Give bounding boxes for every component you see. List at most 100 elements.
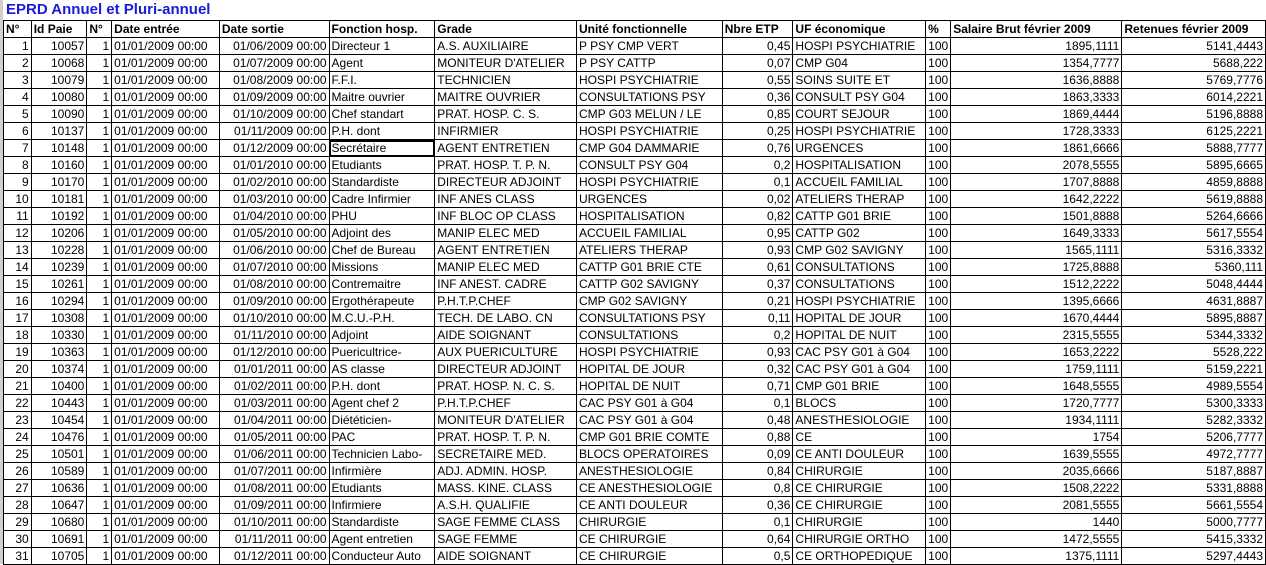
cell-n[interactable]: 1 (86, 71, 113, 89)
cell-date-sortie[interactable]: 01/09/2009 00:00 (218, 88, 330, 106)
cell-nbre-etp[interactable]: 0,07 (721, 54, 794, 72)
cell-percent[interactable]: 100 (925, 445, 952, 463)
cell-date-entree[interactable]: 01/01/2009 00:00 (111, 258, 220, 276)
cell-unite-fonctionnelle[interactable]: CAC PSY G01 à G04 (575, 394, 723, 412)
cell-unite-fonctionnelle[interactable]: HOSPI PSYCHIATRIE (575, 343, 723, 361)
cell-unite-fonctionnelle[interactable]: ANESTHESIOLOGIE (575, 462, 723, 480)
cell-num[interactable]: 14 (3, 258, 32, 276)
cell-date-entree[interactable]: 01/01/2009 00:00 (111, 71, 220, 89)
cell-date-sortie[interactable]: 01/06/2010 00:00 (218, 241, 330, 259)
cell-unite-fonctionnelle[interactable]: HOPITAL DE NUIT (575, 377, 723, 395)
cell-retenues[interactable]: 5141,4443 (1121, 37, 1266, 55)
cell-retenues[interactable]: 5316,3332 (1121, 241, 1266, 259)
cell-unite-fonctionnelle[interactable]: HOSPI PSYCHIATRIE (575, 122, 723, 140)
cell-n[interactable]: 1 (86, 428, 113, 446)
cell-grade[interactable]: MONITEUR D'ATELIER (434, 54, 577, 72)
cell-fonction-hosp[interactable]: Contremaitre (328, 275, 436, 293)
cell-nbre-etp[interactable]: 0,37 (721, 275, 794, 293)
cell-nbre-etp[interactable]: 0,95 (721, 224, 794, 242)
cell-fonction-hosp[interactable]: Technicien Labo- (328, 445, 436, 463)
cell-uf-economique[interactable]: CONSULT PSY G04 (792, 88, 927, 106)
cell-salaire-brut[interactable]: 1720,7777 (950, 394, 1123, 412)
cell-num[interactable]: 3 (3, 71, 32, 89)
cell-num[interactable]: 23 (3, 411, 32, 429)
cell-uf-economique[interactable]: HOPITAL DE NUIT (792, 326, 927, 344)
cell-date-entree[interactable]: 01/01/2009 00:00 (111, 156, 220, 174)
cell-nbre-etp[interactable]: 0,25 (721, 122, 794, 140)
cell-date-entree[interactable]: 01/01/2009 00:00 (111, 445, 220, 463)
cell-date-entree[interactable]: 01/01/2009 00:00 (111, 309, 220, 327)
cell-fonction-hosp[interactable]: Standardiste (328, 513, 436, 531)
cell-date-sortie[interactable]: 01/07/2011 00:00 (218, 462, 330, 480)
cell-date-entree[interactable]: 01/01/2009 00:00 (111, 105, 220, 123)
cell-retenues[interactable]: 4989,5554 (1121, 377, 1266, 395)
cell-num[interactable]: 24 (3, 428, 32, 446)
column-header-n[interactable]: N° (86, 20, 113, 38)
cell-id-paie[interactable]: 10330 (30, 326, 88, 344)
cell-retenues[interactable]: 5000,7777 (1121, 513, 1266, 531)
cell-retenues[interactable]: 5688,222 (1121, 54, 1266, 72)
cell-fonction-hosp[interactable]: Chef standart (328, 105, 436, 123)
cell-num[interactable]: 22 (3, 394, 32, 412)
cell-num[interactable]: 27 (3, 479, 32, 497)
cell-nbre-etp[interactable]: 0,85 (721, 105, 794, 123)
cell-num[interactable]: 31 (3, 547, 32, 565)
cell-uf-economique[interactable]: CONSULTATIONS (792, 275, 927, 293)
cell-uf-economique[interactable]: SOINS SUITE ET (792, 71, 927, 89)
cell-date-entree[interactable]: 01/01/2009 00:00 (111, 547, 220, 565)
cell-id-paie[interactable]: 10476 (30, 428, 88, 446)
cell-salaire-brut[interactable]: 1934,1111 (950, 411, 1123, 429)
cell-date-sortie[interactable]: 01/01/2011 00:00 (218, 360, 330, 378)
cell-unite-fonctionnelle[interactable]: CE ANESTHESIOLOGIE (575, 479, 723, 497)
cell-id-paie[interactable]: 10170 (30, 173, 88, 191)
cell-fonction-hosp[interactable]: Agent entretien (328, 530, 436, 548)
cell-n[interactable]: 1 (86, 190, 113, 208)
cell-salaire-brut[interactable]: 1649,3333 (950, 224, 1123, 242)
cell-fonction-hosp[interactable]: PHU (328, 207, 436, 225)
cell-fonction-hosp[interactable]: F.F.I. (328, 71, 436, 89)
cell-percent[interactable]: 100 (925, 156, 952, 174)
cell-date-entree[interactable]: 01/01/2009 00:00 (111, 394, 220, 412)
cell-nbre-etp[interactable]: 0,82 (721, 207, 794, 225)
cell-date-sortie[interactable]: 01/02/2011 00:00 (218, 377, 330, 395)
cell-date-entree[interactable]: 01/01/2009 00:00 (111, 37, 220, 55)
cell-date-entree[interactable]: 01/01/2009 00:00 (111, 54, 220, 72)
cell-uf-economique[interactable]: CATTP G01 BRIE (792, 207, 927, 225)
column-header-nbre-etp[interactable]: Nbre ETP (721, 20, 794, 38)
cell-uf-economique[interactable]: CONSULTATIONS (792, 258, 927, 276)
cell-id-paie[interactable]: 10374 (30, 360, 88, 378)
cell-id-paie[interactable]: 10294 (30, 292, 88, 310)
cell-num[interactable]: 10 (3, 190, 32, 208)
cell-n[interactable]: 1 (86, 513, 113, 531)
cell-grade[interactable]: AIDE SOIGNANT (434, 547, 577, 565)
cell-date-entree[interactable]: 01/01/2009 00:00 (111, 275, 220, 293)
cell-uf-economique[interactable]: CE CHIRURGIE (792, 496, 927, 514)
cell-unite-fonctionnelle[interactable]: HOSPI PSYCHIATRIE (575, 173, 723, 191)
cell-retenues[interactable]: 5895,6665 (1121, 156, 1266, 174)
cell-nbre-etp[interactable]: 0,36 (721, 496, 794, 514)
cell-n[interactable]: 1 (86, 37, 113, 55)
cell-nbre-etp[interactable]: 0,21 (721, 292, 794, 310)
cell-percent[interactable]: 100 (925, 207, 952, 225)
cell-grade[interactable]: INF ANES CLASS (434, 190, 577, 208)
cell-grade[interactable]: A.S. AUXILIAIRE (434, 37, 577, 55)
cell-fonction-hosp[interactable]: P.H. dont (328, 122, 436, 140)
cell-grade[interactable]: TECHNICIEN (434, 71, 577, 89)
cell-id-paie[interactable]: 10400 (30, 377, 88, 395)
cell-nbre-etp[interactable]: 0,88 (721, 428, 794, 446)
cell-id-paie[interactable]: 10691 (30, 530, 88, 548)
cell-date-entree[interactable]: 01/01/2009 00:00 (111, 530, 220, 548)
cell-id-paie[interactable]: 10181 (30, 190, 88, 208)
cell-grade[interactable]: AIDE SOIGNANT (434, 326, 577, 344)
cell-fonction-hosp[interactable]: Secrétaire (328, 139, 436, 157)
cell-date-sortie[interactable]: 01/10/2009 00:00 (218, 105, 330, 123)
cell-n[interactable]: 1 (86, 530, 113, 548)
cell-id-paie[interactable]: 10192 (30, 207, 88, 225)
cell-id-paie[interactable]: 10206 (30, 224, 88, 242)
cell-fonction-hosp[interactable]: M.C.U.-P.H. (328, 309, 436, 327)
cell-retenues[interactable]: 5300,3333 (1121, 394, 1266, 412)
column-header-grade[interactable]: Grade (434, 20, 577, 38)
cell-retenues[interactable]: 5344,3332 (1121, 326, 1266, 344)
cell-nbre-etp[interactable]: 0,1 (721, 513, 794, 531)
cell-nbre-etp[interactable]: 0,45 (721, 37, 794, 55)
